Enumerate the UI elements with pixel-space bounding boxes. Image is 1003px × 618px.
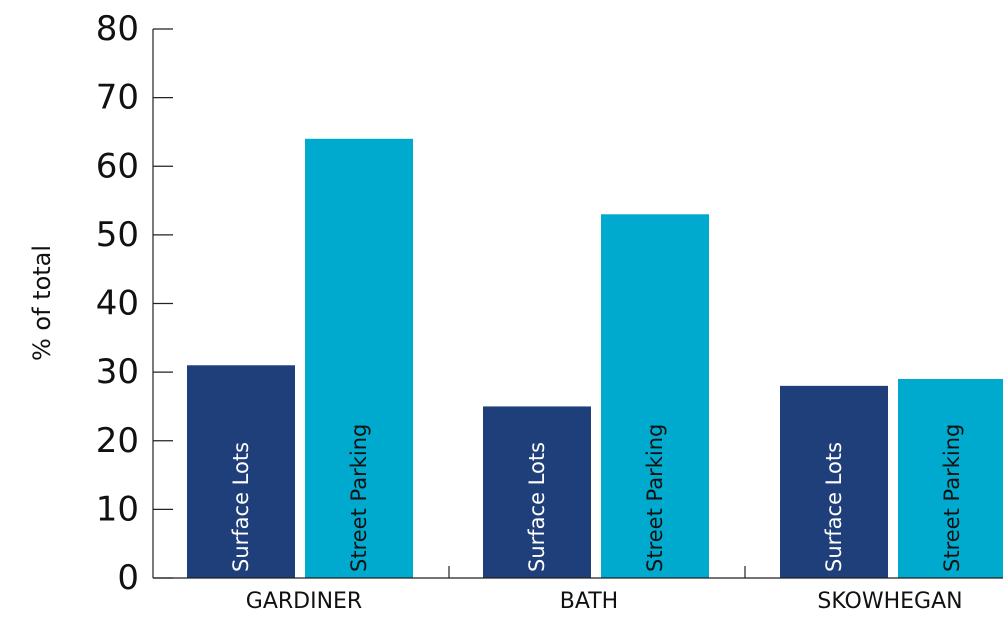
bar-series-label: Surface Lots <box>229 442 253 572</box>
y-tick-label: 0 <box>117 558 139 598</box>
bar-series-label: Street Parking <box>347 424 371 572</box>
y-tick-label: 10 <box>96 489 139 529</box>
y-tick-label: 60 <box>96 146 139 186</box>
y-tick-label: 80 <box>96 9 139 49</box>
bar-series-label: Street Parking <box>940 424 964 572</box>
y-tick-label: 30 <box>96 352 139 392</box>
bar <box>305 138 413 579</box>
bar <box>483 406 591 578</box>
y-tick-label: 50 <box>96 215 139 255</box>
y-tick-label: 70 <box>96 78 139 118</box>
y-axis-title: % of total <box>28 245 56 361</box>
bar <box>780 385 888 578</box>
y-axis-ticks: 0 10 20 30 40 50 60 70 80 <box>96 9 173 598</box>
bar-series-label: Surface Lots <box>822 442 846 572</box>
bar-labels: Surface Lots Street Parking Surface Lots St… <box>229 424 964 572</box>
bar-series-label: Surface Lots <box>525 442 549 572</box>
bar-series <box>187 138 1003 579</box>
x-tick-label: GARDINER <box>246 589 362 614</box>
axes <box>152 29 1003 579</box>
category-labels: GARDINER BATH SKOWHEGAN <box>246 589 963 614</box>
bar <box>898 378 1003 578</box>
y-tick-label: 40 <box>96 284 139 324</box>
bar-series-label: Street Parking <box>643 424 667 572</box>
y-tick-label: 20 <box>96 421 139 461</box>
x-tick-label: BATH <box>560 589 618 614</box>
x-tick-label: SKOWHEGAN <box>817 589 962 614</box>
bar <box>187 365 295 578</box>
bar <box>601 214 709 578</box>
